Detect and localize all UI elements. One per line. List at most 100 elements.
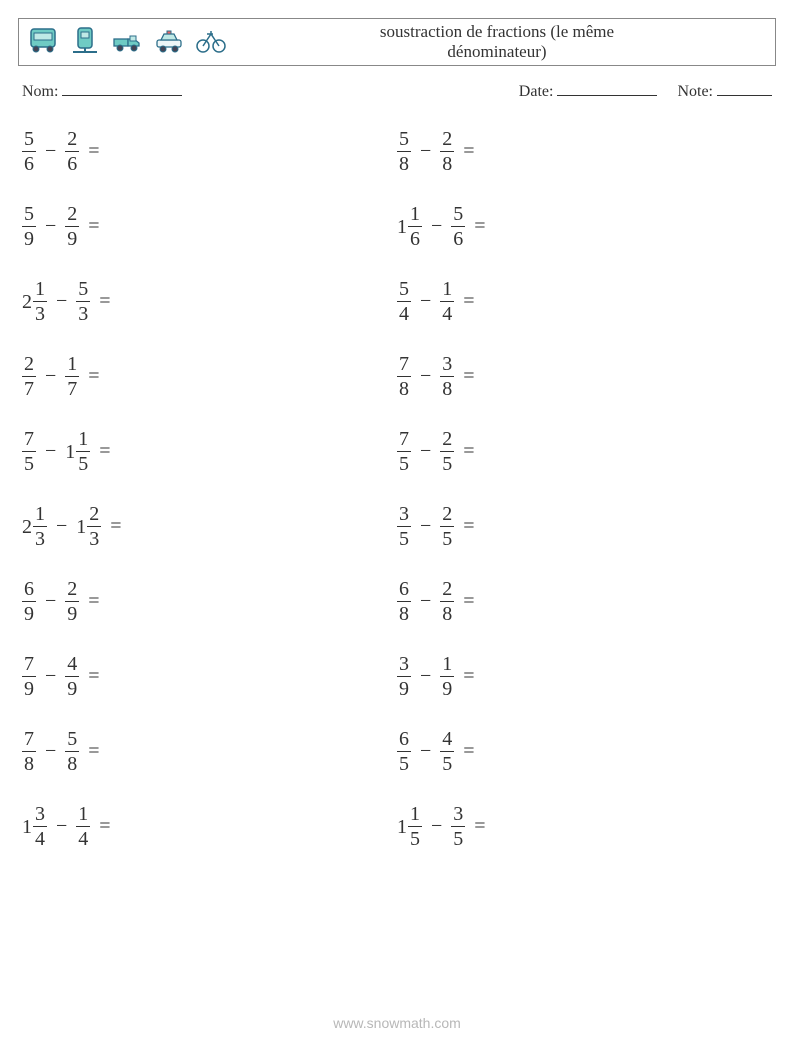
fraction: 27 bbox=[22, 354, 36, 399]
worksheet-title: soustraction de fractions (le même dénom… bbox=[227, 22, 767, 61]
denominator: 8 bbox=[397, 154, 411, 174]
car-icon bbox=[153, 24, 185, 61]
fraction-bar bbox=[65, 226, 79, 227]
problem-row: 213−53=54−14= bbox=[22, 279, 772, 324]
fraction-bar bbox=[22, 451, 36, 452]
subtraction-expression: 69−29= bbox=[22, 579, 100, 624]
fraction-bar bbox=[408, 226, 422, 227]
numerator: 5 bbox=[397, 129, 411, 149]
denominator: 8 bbox=[440, 379, 454, 399]
fraction-bar bbox=[440, 526, 454, 527]
numerator: 4 bbox=[65, 654, 79, 674]
minus-operator: − bbox=[420, 140, 431, 163]
fraction-bar bbox=[397, 301, 411, 302]
fraction-bar bbox=[65, 151, 79, 152]
fraction: 15 bbox=[76, 429, 90, 474]
subtraction-expression: 75−25= bbox=[397, 429, 475, 474]
equals-sign: = bbox=[88, 215, 99, 238]
numerator: 3 bbox=[451, 804, 465, 824]
fraction-bar bbox=[440, 601, 454, 602]
fraction: 34 bbox=[33, 804, 47, 849]
bus-icon bbox=[27, 24, 59, 61]
minus-operator: − bbox=[431, 815, 442, 838]
subtraction-expression: 68−28= bbox=[397, 579, 475, 624]
minus-operator: − bbox=[45, 590, 56, 613]
equals-sign: = bbox=[474, 815, 485, 838]
fraction: 38 bbox=[440, 354, 454, 399]
fraction-bar bbox=[33, 826, 47, 827]
fraction: 14 bbox=[440, 279, 454, 324]
minus-operator: − bbox=[45, 740, 56, 763]
denominator: 3 bbox=[33, 529, 47, 549]
name-blank[interactable] bbox=[62, 80, 182, 96]
fraction-bar bbox=[440, 451, 454, 452]
equals-sign: = bbox=[463, 740, 474, 763]
fraction: 58 bbox=[65, 729, 79, 774]
problem-cell: 116−56= bbox=[397, 204, 772, 249]
fraction-bar bbox=[22, 226, 36, 227]
minus-operator: − bbox=[45, 215, 56, 238]
problem-row: 79−49=39−19= bbox=[22, 654, 772, 699]
whole-part: 2 bbox=[22, 517, 32, 537]
fraction: 49 bbox=[65, 654, 79, 699]
denominator: 9 bbox=[65, 229, 79, 249]
date-blank[interactable] bbox=[557, 80, 657, 96]
fraction-bar bbox=[408, 826, 422, 827]
fraction: 79 bbox=[22, 654, 36, 699]
denominator: 5 bbox=[22, 454, 36, 474]
subtraction-expression: 65−45= bbox=[397, 729, 475, 774]
note-blank[interactable] bbox=[717, 80, 772, 96]
fraction: 39 bbox=[397, 654, 411, 699]
minus-operator: − bbox=[431, 215, 442, 238]
numerator: 2 bbox=[440, 579, 454, 599]
whole-part: 1 bbox=[397, 217, 407, 237]
denominator: 5 bbox=[408, 829, 422, 849]
problem-cell: 78−58= bbox=[22, 729, 397, 774]
fraction-bar bbox=[397, 151, 411, 152]
numerator: 2 bbox=[440, 504, 454, 524]
fraction: 56 bbox=[451, 204, 465, 249]
footer-watermark: www.snowmath.com bbox=[0, 1015, 794, 1031]
numerator: 1 bbox=[33, 279, 47, 299]
fraction: 59 bbox=[22, 204, 36, 249]
numerator: 5 bbox=[451, 204, 465, 224]
fraction-bar bbox=[76, 826, 90, 827]
fraction-bar bbox=[65, 751, 79, 752]
numerator: 3 bbox=[440, 354, 454, 374]
numerator: 2 bbox=[65, 579, 79, 599]
numerator: 7 bbox=[22, 654, 36, 674]
problem-cell: 65−45= bbox=[397, 729, 772, 774]
fraction: 28 bbox=[440, 579, 454, 624]
fraction-bar bbox=[440, 376, 454, 377]
denominator: 6 bbox=[408, 229, 422, 249]
equals-sign: = bbox=[463, 665, 474, 688]
denominator: 5 bbox=[440, 754, 454, 774]
numerator: 7 bbox=[397, 429, 411, 449]
denominator: 8 bbox=[440, 154, 454, 174]
fraction: 54 bbox=[397, 279, 411, 324]
problem-cell: 27−17= bbox=[22, 354, 397, 399]
denominator: 8 bbox=[397, 379, 411, 399]
equals-sign: = bbox=[463, 590, 474, 613]
fraction-bar bbox=[33, 526, 47, 527]
title-line-2: dénominateur) bbox=[227, 42, 767, 62]
numerator: 7 bbox=[397, 354, 411, 374]
problem-row: 27−17=78−38= bbox=[22, 354, 772, 399]
fraction-bar bbox=[397, 601, 411, 602]
fraction-bar bbox=[451, 226, 465, 227]
equals-sign: = bbox=[110, 515, 121, 538]
fraction-bar bbox=[440, 151, 454, 152]
name-label: Nom: bbox=[22, 83, 58, 100]
denominator: 5 bbox=[397, 529, 411, 549]
numerator: 7 bbox=[22, 729, 36, 749]
numerator: 6 bbox=[397, 729, 411, 749]
denominator: 8 bbox=[397, 604, 411, 624]
header-box: soustraction de fractions (le même dénom… bbox=[18, 18, 776, 66]
fraction-bar bbox=[397, 676, 411, 677]
whole-part: 1 bbox=[76, 517, 86, 537]
denominator: 9 bbox=[22, 229, 36, 249]
subtraction-expression: 78−58= bbox=[22, 729, 100, 774]
denominator: 4 bbox=[440, 304, 454, 324]
fraction: 65 bbox=[397, 729, 411, 774]
minus-operator: − bbox=[420, 590, 431, 613]
